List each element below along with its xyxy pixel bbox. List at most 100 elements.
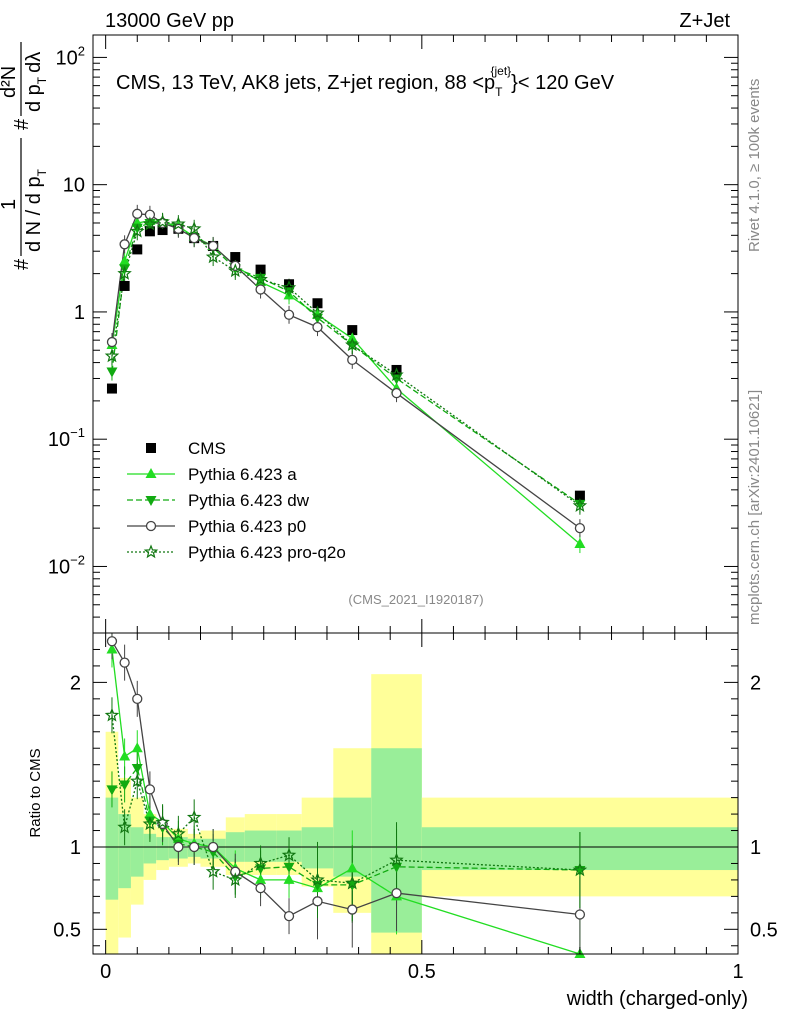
ratio-point-pythia-6-423-p0 [574,909,586,920]
data-point-cms [230,252,241,263]
svg-text:d²N: d²N [0,66,20,98]
y-tick-label: 10−1 [48,425,85,451]
main-y-axis-label: # 1 d N / d pT # d²N d pTdλ [0,42,49,270]
data-point-pythia-6-423-p0 [189,232,200,244]
data-point-pythia-6-423-pro-q2o [310,305,325,320]
data-point-pythia-6-423-p0 [106,336,118,348]
svg-text:d pTdλ: d pTdλ [23,52,49,112]
data-point-pythia-6-423-p0 [391,388,402,399]
legend-label: CMS [188,439,226,458]
data-point-cms [312,298,323,309]
uncertainty-band-inner [143,833,157,864]
legend-item-pythia-6-423-dw: Pythia 6.423 dw [127,491,310,510]
series-line-pythia-6-423-pro-q2o [111,221,581,507]
ratio-point-pythia-6-423-pro-q2o [345,875,360,890]
ratio-y-tick-label-left: 2 [70,672,81,694]
ratio-point-pythia-6-423-pro-q2o [228,872,243,887]
data-point-pythia-6-423-pro-q2o [155,214,170,229]
y-tick-label: 1 [74,302,85,324]
ratio-point-pythia-6-423-p0 [207,841,219,853]
data-point-cms [119,280,130,291]
data-point-pythia-6-423-dw [106,367,118,378]
data-point-pythia-6-423-dw [119,264,131,275]
ratio-point-pythia-6-423-a [119,750,131,761]
legend-marker [145,520,157,532]
x-tick-label: 1 [732,961,743,983]
data-point-pythia-6-423-pro-q2o [281,280,297,294]
data-point-cms [574,490,585,501]
legend-label: Pythia 6.423 pro-q2o [188,543,346,562]
data-point-pythia-6-423-p0 [574,522,586,534]
data-point-pythia-6-423-pro-q2o [572,498,588,512]
uncertainty-band-inner [130,827,144,877]
data-point-pythia-6-423-p0 [119,239,130,250]
ratio-point-pythia-6-423-pro-q2o [253,855,268,870]
ratio-point-pythia-6-423-dw [106,785,118,796]
y-tick-label: 10−2 [48,552,85,578]
ratio-point-pythia-6-423-pro-q2o [171,826,186,841]
legend-marker [146,443,156,453]
data-point-cms [106,383,117,394]
x-tick-label: 0.5 [408,961,436,983]
data-point-pythia-6-423-pro-q2o [117,265,132,280]
ratio-point-pythia-6-423-p0 [144,784,156,795]
svg-text:#: # [11,118,33,130]
ratio-y-tick-label-left: 0.5 [53,919,81,941]
ratio-point-pythia-6-423-p0 [119,657,130,668]
uncertainty-band-inner [105,797,119,900]
data-point-pythia-6-423-pro-q2o [228,263,243,278]
legend-marker [145,468,157,478]
data-point-cms [144,226,155,237]
ratio-point-pythia-6-423-p0 [255,883,266,894]
data-point-pythia-6-423-p0 [173,223,184,234]
legend-item-cms: CMS [146,439,226,458]
legend-item-pythia-6-423-p0: Pythia 6.423 p0 [127,517,306,536]
legend-marker [143,544,159,559]
legend-item-pythia-6-423-a: Pythia 6.423 a [127,465,297,484]
data-point-pythia-6-423-dw [131,223,143,234]
data-point-pythia-6-423-pro-q2o [345,337,360,352]
data-point-pythia-6-423-pro-q2o [171,216,186,231]
data-point-pythia-6-423-p0 [255,284,266,295]
y-tick-label: 10 [63,175,85,197]
ratio-point-pythia-6-423-pro-q2o [142,816,158,831]
svg-text:#: # [11,258,33,270]
ratio-y-tick-label-right: 0.5 [750,919,778,941]
ratio-point-pythia-6-423-pro-q2o [205,864,221,878]
data-point-pythia-6-423-pro-q2o [142,216,158,231]
data-point-pythia-6-423-p0 [132,208,143,219]
y-tick-label: 102 [56,43,85,69]
ratio-point-pythia-6-423-p0 [347,904,358,915]
ratio-point-pythia-6-423-p0 [391,887,402,899]
series-line-pythia-6-423-a [111,220,581,545]
ratio-y-axis-label: Ratio to CMS [27,748,44,837]
ratio-point-pythia-6-423-pro-q2o [104,707,120,722]
header-right-title: Z+Jet [679,10,730,32]
data-point-cms [157,225,168,236]
legend-item-pythia-6-423-pro-q2o: Pythia 6.423 pro-q2o [127,543,346,562]
ratio-point-pythia-6-423-a [255,873,267,884]
data-point-pythia-6-423-pro-q2o [205,249,221,264]
ratio-point-pythia-6-423-pro-q2o [572,862,588,877]
analysis-watermark: (CMS_2021_I1920187) [348,592,483,607]
ratio-point-pythia-6-423-a [283,873,295,884]
data-point-cms [347,325,358,336]
series-line-pythia-6-423-dw [111,222,581,505]
ratio-point-pythia-6-423-dw [391,862,403,873]
ratio-point-pythia-6-423-a [144,808,156,819]
mcplots-label: mcplots.cern.ch [arXiv:2401.10621] [746,390,763,625]
data-point-cms [132,244,143,255]
ratio-point-pythia-6-423-pro-q2o [130,773,145,788]
rivet-label: Rivet 4.1.0, ≥ 100k events [746,79,763,252]
ratio-frame [92,632,739,955]
series-line-pythia-6-423-p0 [111,213,581,529]
ratio-y-tick-label-right: 1 [750,837,761,859]
data-point-pythia-6-423-pro-q2o [130,223,145,238]
data-point-pythia-6-423-p0 [283,309,295,320]
ratio-point-pythia-6-423-p0 [173,841,184,853]
ratio-point-pythia-6-423-p0 [312,896,323,907]
x-tick-label: 0 [100,961,111,983]
ratio-point-pythia-6-423-p0 [132,693,143,704]
ratio-y-tick-label-left: 1 [70,837,81,859]
data-point-pythia-6-423-p0 [207,240,219,252]
